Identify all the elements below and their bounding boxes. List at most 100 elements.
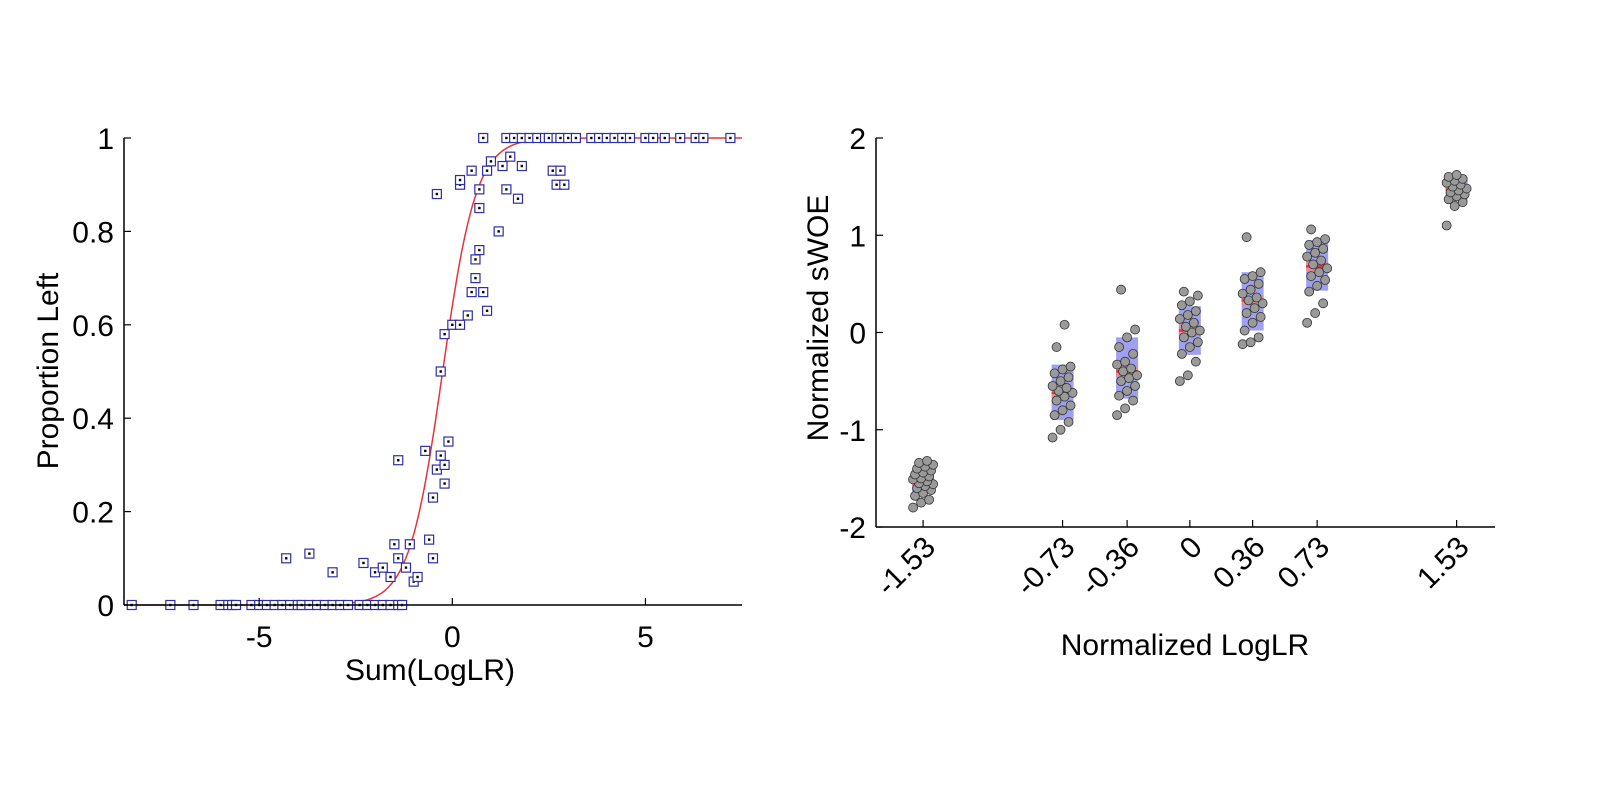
data-point	[648, 132, 659, 144]
data-point	[393, 553, 404, 564]
data-point	[474, 244, 485, 256]
data-point	[698, 132, 709, 144]
data-point	[493, 226, 504, 237]
data-point	[1130, 324, 1140, 335]
data-point	[1114, 342, 1124, 352]
data-point	[1130, 381, 1140, 391]
data-point	[1126, 363, 1136, 374]
data-point	[1312, 280, 1323, 291]
data-point	[1322, 263, 1333, 274]
x-tick-label: 1.53	[1411, 531, 1476, 596]
x-tick-label: 0	[444, 621, 461, 654]
x-tick-label: -5	[246, 621, 273, 654]
data-point	[1449, 201, 1460, 211]
data-point	[1051, 342, 1062, 352]
data-point	[1237, 288, 1248, 299]
right-chart-marks	[908, 170, 1472, 513]
data-point	[505, 151, 516, 162]
data-point	[377, 562, 388, 573]
data-point	[462, 310, 473, 321]
data-point	[1302, 251, 1313, 262]
data-point	[1112, 410, 1122, 421]
y-tick-label: 0.2	[72, 497, 114, 530]
data-point	[1180, 321, 1191, 332]
data-point	[412, 571, 423, 583]
data-point	[389, 539, 400, 550]
data-point	[439, 478, 450, 489]
data-point	[404, 539, 415, 550]
data-point	[385, 571, 396, 583]
data-point	[481, 305, 493, 316]
data-point	[1114, 390, 1124, 401]
data-point	[675, 132, 686, 144]
y-tick-label: 0.8	[72, 216, 114, 249]
data-point	[470, 273, 481, 284]
data-point	[1063, 417, 1074, 427]
data-point	[1247, 317, 1258, 328]
x-tick-label: -0.36	[1074, 531, 1146, 603]
y-tick-label: -2	[839, 512, 866, 545]
data-point	[1128, 348, 1138, 359]
data-point	[624, 132, 636, 144]
y-tick-label: -1	[839, 415, 866, 448]
data-point	[1253, 278, 1264, 289]
data-point	[427, 553, 439, 564]
data-point	[1255, 312, 1266, 322]
y-tick-label: 0.4	[72, 403, 114, 436]
data-point	[1184, 296, 1195, 307]
data-point	[393, 455, 404, 466]
data-point	[1132, 370, 1142, 381]
data-point	[281, 553, 292, 564]
data-point	[1251, 292, 1262, 303]
data-point	[570, 132, 582, 144]
data-point	[1174, 376, 1185, 387]
y-tick-label: 1	[97, 123, 114, 156]
left-x-axis-title: Sum(LogLR)	[345, 654, 515, 687]
data-point	[1255, 267, 1266, 278]
data-point	[1451, 170, 1462, 180]
data-point	[478, 287, 489, 298]
data-point	[1194, 325, 1205, 336]
data-point	[1182, 310, 1193, 320]
data-point	[922, 455, 932, 466]
data-point	[1047, 432, 1058, 443]
data-point	[1257, 298, 1268, 309]
data-point	[1247, 271, 1258, 281]
data-point	[1065, 400, 1076, 411]
data-point	[1122, 332, 1132, 343]
data-point	[1443, 171, 1454, 182]
data-point	[485, 156, 497, 167]
data-point	[439, 459, 450, 470]
data-point	[1239, 325, 1250, 336]
data-point	[1241, 308, 1252, 318]
data-point	[1178, 286, 1189, 297]
data-point	[1192, 290, 1203, 301]
data-point	[1061, 383, 1072, 393]
data-point	[512, 193, 524, 204]
x-tick-label: 5	[637, 621, 654, 654]
data-point	[1308, 259, 1319, 270]
right-x-axis-title: Normalized LogLR	[1061, 629, 1309, 662]
data-point	[1128, 395, 1138, 406]
data-point	[304, 548, 315, 559]
data-point	[420, 445, 431, 456]
data-point	[1059, 319, 1070, 330]
data-point	[474, 184, 485, 195]
data-point	[1049, 368, 1060, 379]
data-point	[478, 132, 489, 144]
data-point	[1192, 337, 1203, 348]
data-point	[1057, 405, 1068, 416]
y-tick-label: 2	[849, 123, 866, 156]
data-point	[1318, 243, 1329, 254]
data-point	[1318, 298, 1329, 309]
group	[1174, 286, 1205, 387]
data-point	[427, 492, 439, 503]
x-tick-label: 0.36	[1207, 531, 1272, 596]
data-point	[914, 457, 924, 468]
data-point	[1306, 224, 1317, 235]
group	[908, 455, 938, 513]
data-point	[1063, 372, 1074, 383]
